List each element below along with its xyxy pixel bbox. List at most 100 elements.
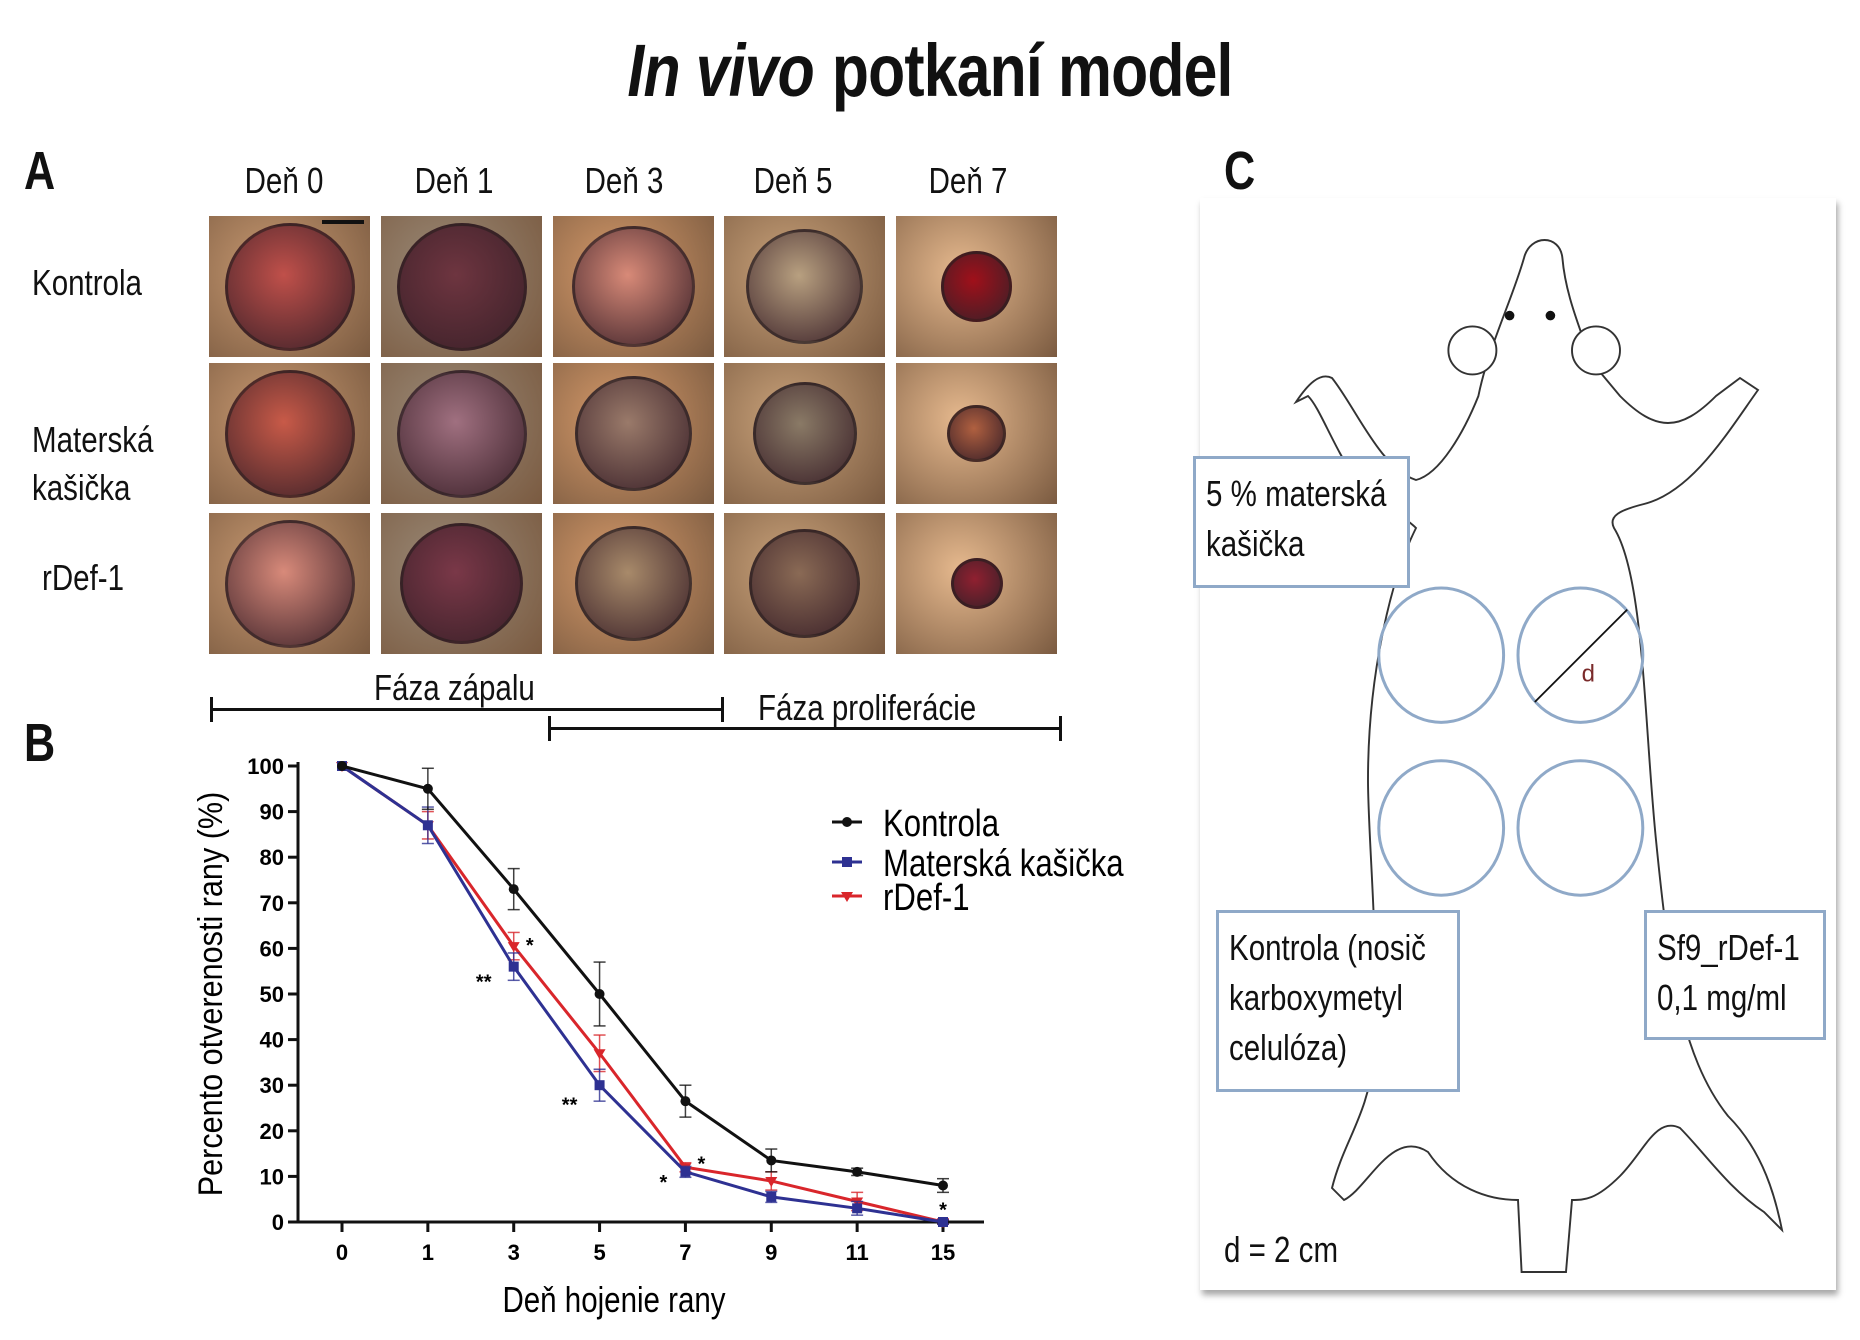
x-axis-label: Deň hojenie rany	[502, 1279, 726, 1319]
wound-photo	[724, 216, 885, 357]
wound-photo	[381, 513, 542, 654]
wound	[396, 369, 527, 498]
day-header: Deň 3	[584, 160, 664, 201]
label-box-kontrola: Kontrola (nosič karboxymetyl celulóza)	[1216, 910, 1460, 1092]
figure-title: In vivo potkaní model	[627, 29, 1233, 112]
phase-label-proliferation: Fáza proliferácie	[758, 687, 977, 728]
wound	[224, 222, 355, 351]
legend-label: rDef-1	[883, 877, 970, 919]
y-tick-label: 60	[260, 936, 284, 961]
panel-c-label: C	[1224, 141, 1256, 201]
y-tick-label: 0	[272, 1210, 284, 1235]
wound-photo	[209, 513, 370, 654]
panel-a-label: A	[24, 141, 56, 201]
wound	[224, 369, 355, 498]
legend-label: Kontrola	[883, 803, 1000, 845]
y-axis-label: Percento otverenosti rany (%)	[192, 792, 230, 1197]
rat-eye	[1504, 310, 1515, 321]
wound	[399, 522, 524, 645]
legend-marker	[842, 817, 852, 827]
y-tick-label: 50	[260, 982, 284, 1007]
y-tick-label: 100	[247, 754, 284, 779]
legend-label: Materská kašička	[883, 843, 1124, 885]
label-box-rdef1: Sf9_rDef-1 0,1 mg/ml	[1644, 910, 1826, 1040]
legend-marker	[842, 857, 852, 867]
wound	[396, 222, 527, 351]
significance-marker: *	[660, 1172, 668, 1194]
x-tick-label: 3	[508, 1240, 520, 1265]
significance-marker: **	[476, 971, 492, 993]
wound	[224, 519, 355, 648]
wound-photo	[724, 363, 885, 504]
wound-photo	[553, 513, 714, 654]
series-line	[341, 764, 944, 1224]
wound	[575, 375, 692, 492]
wound	[947, 404, 1006, 463]
series-kontrola	[337, 761, 949, 1194]
wound	[752, 382, 857, 485]
rat-outline	[1293, 239, 1784, 1273]
wound	[749, 529, 860, 638]
data-point	[422, 783, 433, 794]
data-point	[594, 989, 605, 999]
x-tick-label: 1	[422, 1240, 434, 1265]
wound-photo	[209, 363, 370, 504]
phase-label-inflammation: Fáza zápalu	[374, 667, 535, 708]
y-tick-label: 10	[260, 1164, 284, 1189]
data-point	[337, 761, 347, 771]
wound-photo	[896, 513, 1057, 654]
day-header: Deň 7	[928, 160, 1008, 201]
wound-site-circle	[1516, 586, 1645, 724]
data-point	[766, 1155, 777, 1166]
wound	[575, 525, 692, 642]
row-label-rdef1: rDef-1	[42, 557, 125, 598]
y-tick-label: 20	[260, 1119, 284, 1144]
series-line	[341, 764, 944, 1224]
rat-ear-left	[1447, 325, 1498, 376]
scale-bar	[322, 220, 364, 224]
wound-site-circle	[1377, 586, 1506, 724]
x-tick-label: 9	[765, 1240, 777, 1265]
data-point	[852, 1203, 863, 1214]
diameter-line	[1534, 608, 1628, 703]
data-point	[938, 1217, 948, 1227]
rat-ear-right	[1571, 325, 1621, 376]
row-label-materska: Materská	[32, 419, 154, 460]
wound-photo	[381, 363, 542, 504]
data-point	[938, 1180, 948, 1191]
scale-note: d = 2 cm	[1224, 1229, 1339, 1270]
series-materská-kašička	[337, 761, 949, 1227]
data-point	[594, 1080, 605, 1091]
wound-photo	[553, 216, 714, 357]
wound	[950, 557, 1003, 610]
y-tick-label: 40	[260, 1028, 284, 1053]
y-tick-label: 30	[260, 1073, 284, 1098]
phase-bar-proliferation	[548, 716, 1062, 741]
wound-photo	[381, 216, 542, 357]
data-point	[508, 961, 519, 972]
x-tick-label: 15	[931, 1240, 955, 1265]
x-tick-label: 0	[336, 1240, 348, 1265]
data-point	[680, 1166, 691, 1177]
data-point	[680, 1096, 691, 1107]
wound-site-circle	[1377, 759, 1506, 897]
wound-photo	[896, 363, 1057, 504]
significance-marker: *	[939, 1199, 947, 1221]
data-point	[593, 1049, 606, 1060]
data-point	[507, 942, 520, 953]
panel-b-label: B	[24, 713, 56, 773]
wound-site-circle	[1516, 759, 1645, 897]
significance-marker: *	[698, 1154, 706, 1176]
phase-bar-inflammation	[210, 697, 724, 722]
data-point	[765, 1176, 778, 1187]
y-tick-label: 90	[260, 800, 284, 825]
wound-photo	[896, 216, 1057, 357]
y-tick-label: 70	[260, 891, 284, 916]
wound	[940, 251, 1013, 322]
y-tick-label: 80	[260, 845, 284, 870]
wound	[746, 228, 863, 345]
wound-photo	[209, 216, 370, 357]
x-tick-label: 11	[846, 1240, 869, 1265]
x-tick-label: 5	[593, 1240, 605, 1265]
